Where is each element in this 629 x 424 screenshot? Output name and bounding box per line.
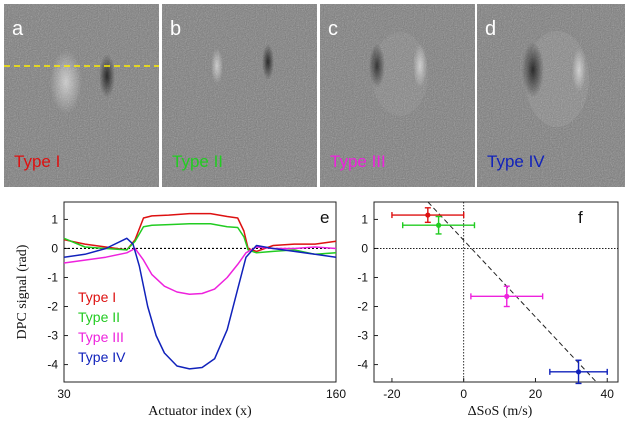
chart-f-letter: f [578, 208, 583, 227]
f-point-4 [549, 359, 608, 385]
e-series-line-2 [63, 223, 337, 256]
f-ytick-label: 1 [361, 212, 368, 226]
chart-f: 1 0 -1 -2 -3 -4 -20 0 20 40 f ΔSoS (m/s) [357, 201, 619, 419]
f-marker [435, 222, 442, 228]
panel-letter: a [12, 18, 24, 40]
f-point-1 [391, 207, 465, 224]
e-ytick-label: -3 [47, 329, 58, 343]
chart-f-xlabel: ΔSoS (m/s) [468, 404, 533, 419]
e-ytick-label: -1 [47, 270, 58, 284]
chart-e: 1 0 -1 -2 -3 -4 30 160 Type I Type II Type III Ty… [15, 201, 346, 419]
e-legend-entry: Type I [78, 289, 116, 305]
panel-c-image [320, 4, 475, 187]
f-xtick-label: 40 [601, 387, 615, 401]
f-xtick-label: -20 [383, 387, 401, 401]
f-ytick-label: -3 [357, 329, 368, 343]
chart-f-frame [373, 201, 619, 383]
e-series-line-1 [63, 212, 337, 253]
f-marker [504, 293, 510, 299]
e-ytick-label: -2 [47, 300, 58, 314]
type-label: Type II [172, 152, 224, 171]
panel-letter: c [328, 18, 338, 40]
f-marker [425, 212, 431, 218]
panel-d-image [477, 4, 625, 187]
f-ytick-label: -2 [357, 300, 368, 314]
microscopy-panel-d: d Type IV [477, 4, 625, 187]
e-xtick-label: 160 [326, 387, 346, 401]
e-legend-entry: Type II [78, 309, 120, 325]
type-label: Type III [330, 152, 386, 171]
e-ytick-label: 1 [51, 212, 58, 226]
panel-letter: b [170, 18, 182, 40]
e-xtick-label: 30 [57, 387, 71, 401]
f-fit-line [427, 202, 598, 382]
f-ytick-label: -1 [357, 270, 368, 284]
panel-a-image [4, 4, 159, 187]
panel-b-image [162, 4, 317, 187]
e-series-line-3 [63, 246, 337, 296]
f-point-3 [470, 285, 544, 308]
chart-e-ylabel: DPC signal (rad) [15, 244, 30, 339]
f-xtick-label: 0 [460, 387, 467, 401]
f-ytick-label: -4 [357, 358, 368, 372]
chart-e-xlabel: Actuator index (x) [148, 404, 252, 419]
f-marker [575, 369, 582, 375]
chart-e-frame [63, 201, 337, 383]
charts-area: 1 0 -1 -2 -3 -4 30 160 Type I Type II Type III Ty… [15, 201, 619, 419]
e-legend-entry: Type IV [78, 349, 126, 365]
e-series-line-4 [63, 237, 337, 370]
f-point-2 [402, 215, 476, 235]
microscopy-panel-b: b Type II [162, 4, 317, 187]
panel-letter: d [485, 18, 497, 40]
chart-e-letter: e [320, 208, 329, 227]
f-ytick-label: 0 [361, 241, 368, 255]
microscopy-panel-a: a Type I [4, 4, 159, 187]
e-legend-entry: Type III [78, 329, 124, 345]
e-ytick-label: -4 [47, 358, 58, 372]
f-xtick-label: 20 [529, 387, 543, 401]
type-label: Type IV [487, 152, 545, 171]
type-label: Type I [14, 152, 61, 171]
microscopy-panel-c: c Type III [320, 4, 475, 187]
e-ytick-label: 0 [51, 241, 58, 255]
